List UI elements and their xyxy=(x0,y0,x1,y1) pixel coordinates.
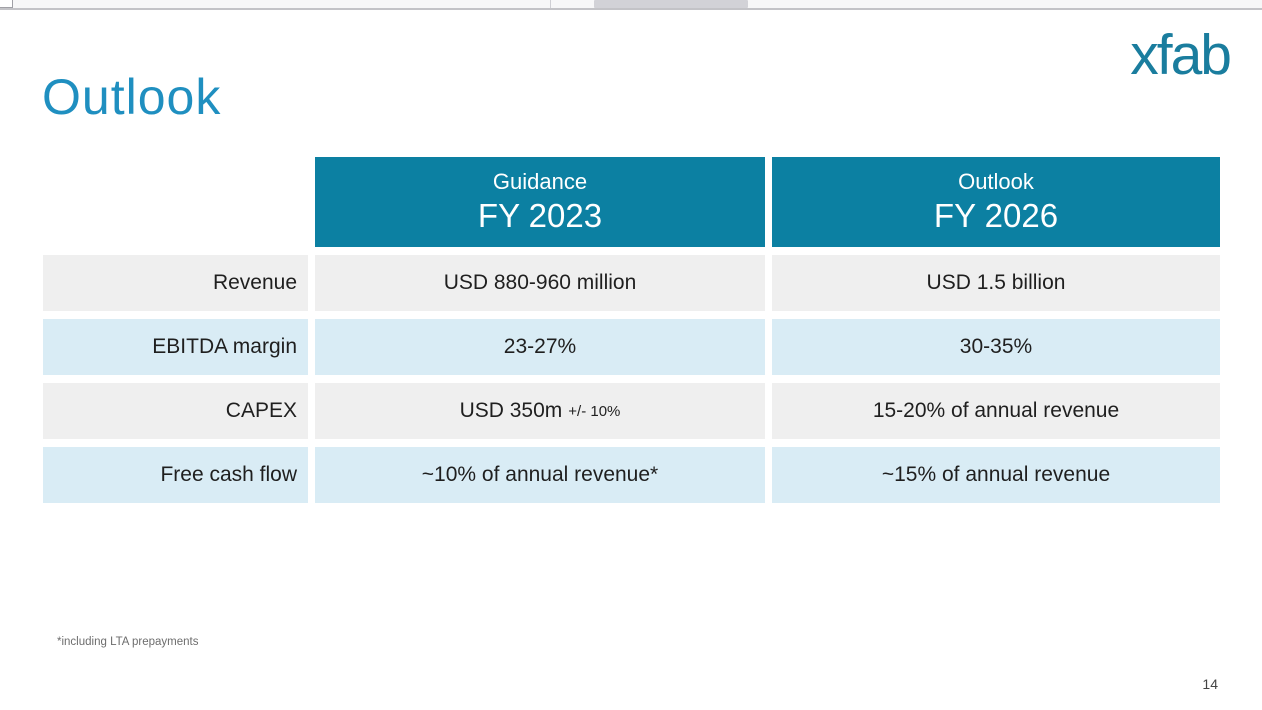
toolbar-divider xyxy=(550,0,551,8)
header-line1: Guidance xyxy=(492,169,588,195)
page-number: 14 xyxy=(1202,676,1218,692)
cell-fcf-outlook: ~15% of annual revenue xyxy=(772,447,1220,503)
cell-ebitda-guidance: 23-27% xyxy=(315,319,765,375)
row-label-capex: CAPEX xyxy=(43,383,308,439)
header-line2: FY 2026 xyxy=(933,196,1059,234)
cell-ebitda-outlook: 30-35% xyxy=(772,319,1220,375)
outlook-table: Guidance FY 2023 Outlook FY 2026 Revenue… xyxy=(43,157,1220,503)
chrome-corner-button[interactable] xyxy=(0,0,13,8)
table-header-outlook-fy2026: Outlook FY 2026 xyxy=(772,157,1220,247)
cell-revenue-guidance: USD 880-960 million xyxy=(315,255,765,311)
row-label-revenue: Revenue xyxy=(43,255,308,311)
row-label-ebitda-margin: EBITDA margin xyxy=(43,319,308,375)
cell-capex-guidance: USD 350m +/- 10% xyxy=(315,383,765,439)
table-header-spacer xyxy=(43,157,308,247)
slide: Outlook xfab Guidance FY 2023 Outlook FY… xyxy=(0,10,1262,710)
capex-value: USD 350m xyxy=(459,399,563,422)
top-chrome xyxy=(0,0,1262,10)
scrollbar-thumb[interactable] xyxy=(594,0,748,8)
cell-capex-outlook: 15-20% of annual revenue xyxy=(772,383,1220,439)
cell-fcf-guidance: ~10% of annual revenue* xyxy=(315,447,765,503)
capex-tolerance-note: +/- 10% xyxy=(568,402,621,420)
cell-revenue-outlook: USD 1.5 billion xyxy=(772,255,1220,311)
xfab-logo: xfab xyxy=(1130,23,1232,87)
header-line1: Outlook xyxy=(958,169,1034,195)
row-label-free-cash-flow: Free cash flow xyxy=(43,447,308,503)
header-line2: FY 2023 xyxy=(477,196,603,234)
page-title: Outlook xyxy=(42,69,222,125)
footnote: *including LTA prepayments xyxy=(57,636,199,648)
table-header-guidance-fy2023: Guidance FY 2023 xyxy=(315,157,765,247)
